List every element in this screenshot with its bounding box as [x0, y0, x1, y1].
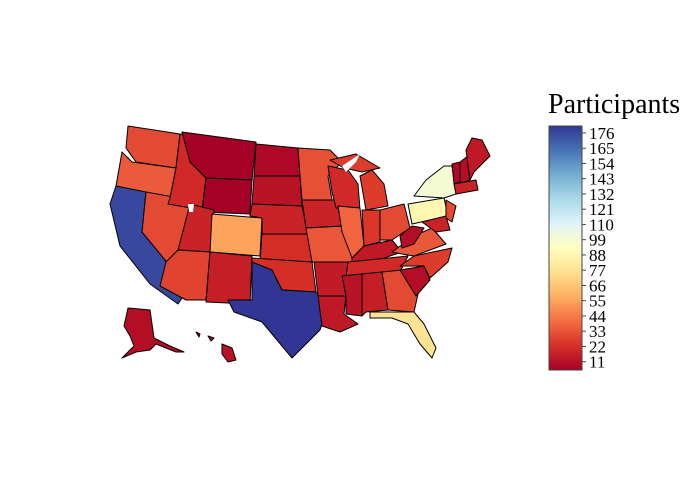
- colorbar-tick-label: 165: [589, 139, 615, 158]
- state-FL[interactable]: [369, 311, 437, 359]
- state-MI[interactable]: [359, 169, 389, 211]
- state-MD[interactable]: [421, 215, 451, 233]
- state-SC[interactable]: [399, 265, 431, 297]
- colorbar-tick-label: 143: [589, 170, 615, 189]
- colorbar-tick-label: 22: [589, 337, 606, 356]
- colorbar-gradient: [548, 125, 583, 371]
- colorbar-tick-label: 110: [589, 215, 614, 234]
- state-NJ[interactable]: [445, 199, 457, 223]
- colorbar-tick-label: 99: [589, 231, 606, 250]
- state-ND[interactable]: [253, 143, 301, 177]
- state-VT[interactable]: [451, 161, 461, 185]
- colorbar-tick-label: 11: [589, 353, 605, 372]
- state-NM[interactable]: [205, 251, 253, 305]
- colorbar-tick-label: 66: [589, 276, 606, 295]
- state-AL[interactable]: [361, 271, 389, 317]
- state-TX[interactable]: [227, 261, 329, 359]
- state-WV[interactable]: [399, 225, 425, 249]
- states-layer: [109, 125, 491, 363]
- colorbar-tick-label: 55: [589, 292, 606, 311]
- colorbar-tick-label: 176: [589, 124, 615, 143]
- state-NY[interactable]: [413, 165, 457, 199]
- colorbar-title: Participants: [548, 89, 680, 120]
- state-IN[interactable]: [361, 209, 381, 247]
- colorbar-tick-label: 33: [589, 322, 606, 341]
- colorbar-tick-label: 132: [589, 185, 615, 204]
- state-SD[interactable]: [251, 175, 303, 207]
- state-MA[interactable]: [453, 179, 479, 195]
- lakes: [188, 154, 360, 212]
- state-CO[interactable]: [209, 213, 263, 257]
- colorbar: Participants 176165154143132121110998877…: [548, 89, 680, 372]
- colorbar-tick-label: 44: [589, 307, 607, 326]
- colorbar-tick-label: 77: [589, 261, 607, 280]
- state-AK[interactable]: [121, 307, 185, 359]
- state-HI[interactable]: [221, 343, 237, 363]
- state-MS[interactable]: [341, 273, 363, 317]
- colorbar-tick-label: 121: [589, 200, 615, 219]
- state-OH[interactable]: [379, 203, 411, 241]
- colorbar-tick-label: 88: [589, 246, 606, 265]
- state-HI-islands: [195, 331, 215, 342]
- state-WA[interactable]: [125, 125, 181, 169]
- state-KS[interactable]: [259, 233, 313, 263]
- state-ME[interactable]: [465, 137, 491, 181]
- colorbar-tick-label: 154: [589, 154, 615, 173]
